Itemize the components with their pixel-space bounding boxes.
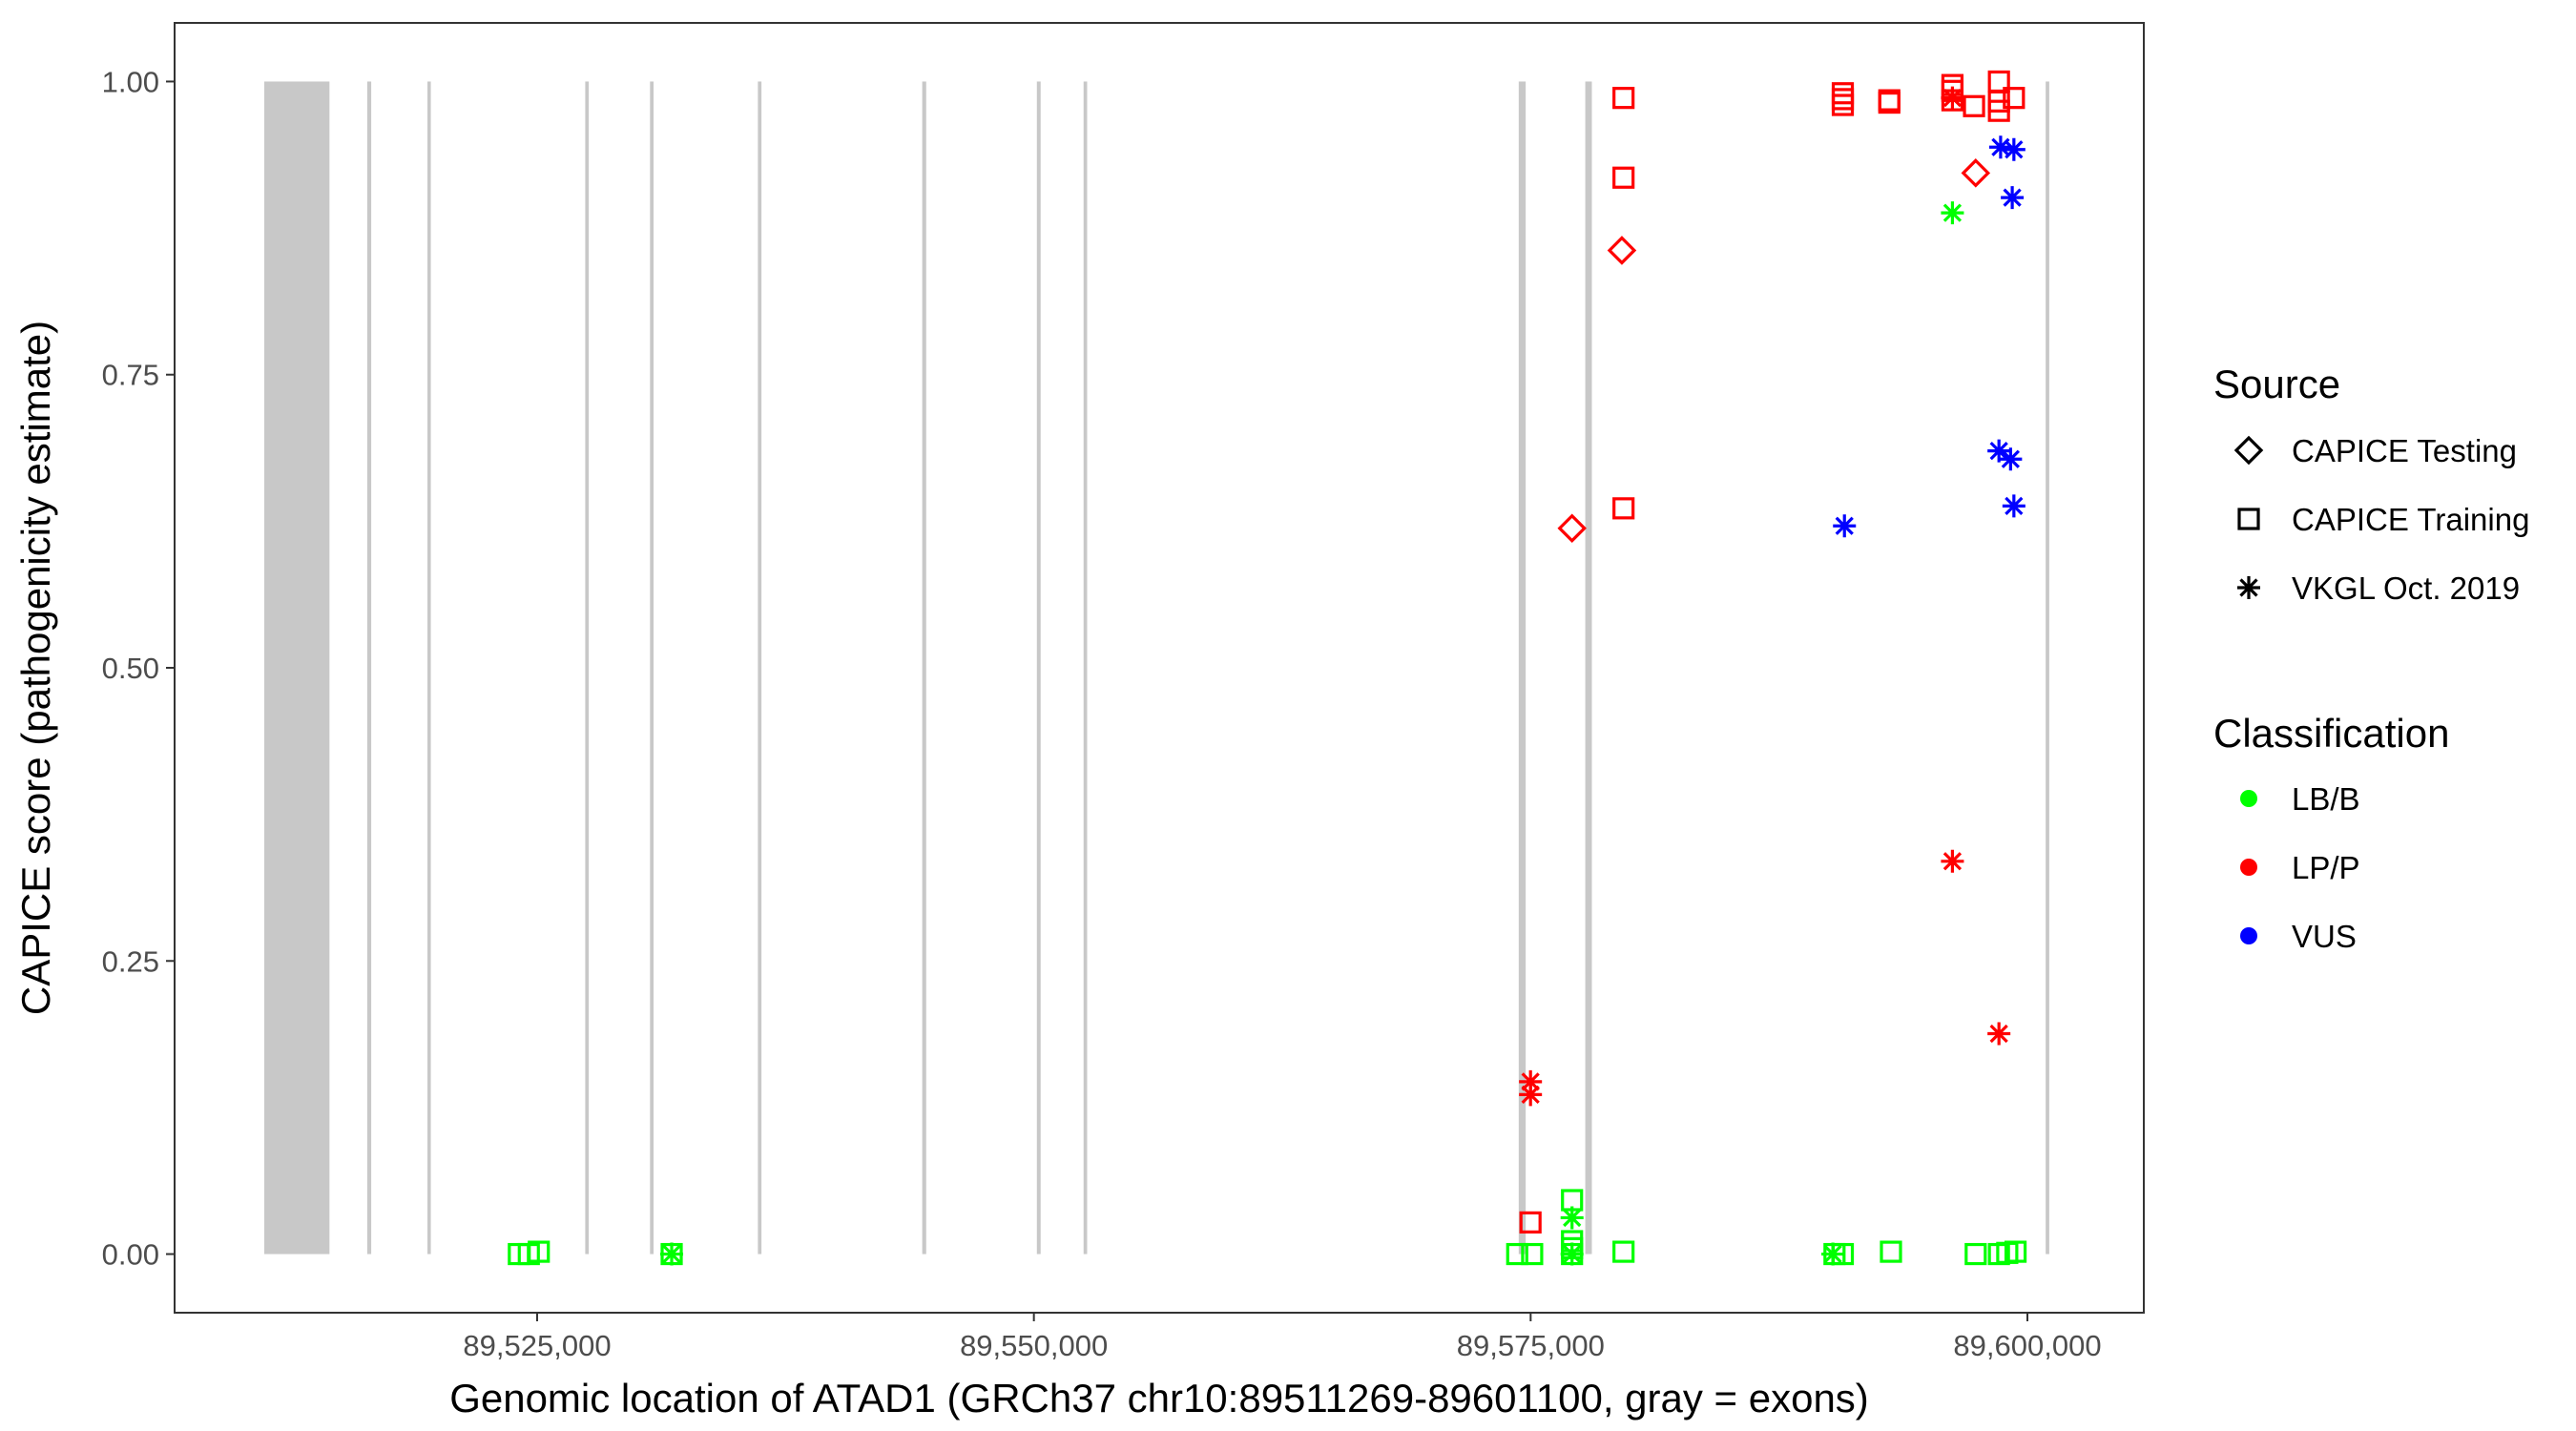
legend-class-label: LP/P [2292, 850, 2360, 885]
exon-band [1518, 81, 1527, 1255]
data-point-square [2004, 1240, 2027, 1263]
y-tick-label: 0.25 [102, 944, 159, 978]
exon-bands [264, 81, 2049, 1255]
exon-band [366, 81, 372, 1255]
data-point-asterisk [1941, 849, 1964, 873]
data-point-square [1831, 93, 1855, 116]
legend-dot-icon [2240, 790, 2257, 807]
y-tick-label: 0.75 [102, 359, 159, 392]
x-axis-title: Genomic location of ATAD1 (GRCh37 chr10:… [449, 1376, 1869, 1421]
y-tick-label: 1.00 [102, 65, 159, 98]
data-point-square [528, 1240, 551, 1263]
data-point-asterisk [1560, 1242, 1584, 1266]
data-point-square [1612, 87, 1635, 110]
x-tick-label: 89,575,000 [1457, 1329, 1605, 1362]
data-point-square [1612, 497, 1635, 520]
y-axis-title: CAPICE score (pathogenicity estimate) [13, 321, 58, 1015]
data-point-diamond [1607, 236, 1637, 265]
data-point-asterisk [1988, 135, 2012, 159]
data-point-asterisk [2002, 137, 2025, 161]
exon-band [922, 81, 926, 1255]
legend: Source Classification CAPICE Testing CAPI… [2213, 362, 2529, 954]
data-point-asterisk [2002, 494, 2025, 518]
y-tick-label: 0.50 [102, 652, 159, 685]
data-point-asterisk [1941, 201, 1964, 225]
exon-band [585, 81, 590, 1255]
data-point-square [1612, 1240, 1635, 1263]
x-tick-label: 89,525,000 [463, 1329, 611, 1362]
data-point-asterisk [1987, 439, 2011, 463]
exon-band [2046, 81, 2049, 1255]
data-point-diamond [1961, 158, 1991, 188]
data-points [508, 70, 2027, 1266]
x-axis: 89,525,000 89,550,000 89,575,000 89,600,000 [463, 1313, 2102, 1362]
legend-dot-icon [2240, 927, 2257, 944]
exon-band [650, 81, 654, 1255]
data-point-asterisk [1821, 1242, 1845, 1266]
data-point-square [1880, 1240, 1902, 1263]
exon-band [427, 81, 431, 1255]
legend-dot-icon [2240, 859, 2257, 876]
exon-band [1036, 81, 1041, 1255]
x-tick-label: 89,600,000 [1953, 1329, 2101, 1362]
data-point-asterisk [1987, 1022, 2011, 1046]
legend-class-label: VUS [2292, 919, 2357, 954]
data-point-square [1521, 1242, 1544, 1266]
y-tick-label: 0.00 [102, 1238, 159, 1272]
legend-classification-title: Classification [2213, 711, 2449, 756]
data-point-square [2003, 87, 2025, 110]
data-point-square [1963, 94, 1985, 117]
legend-source-title: Source [2213, 362, 2340, 406]
data-point-asterisk [1519, 1069, 1543, 1093]
exon-band [758, 81, 762, 1255]
data-point-square [1987, 99, 2010, 122]
data-point-asterisk [2001, 186, 2025, 210]
exon-band [264, 81, 330, 1255]
legend-source-label: CAPICE Training [2292, 502, 2529, 537]
legend-asterisk-icon [2237, 576, 2260, 599]
data-point-asterisk [1999, 447, 2023, 471]
data-point-square [1506, 1242, 1528, 1266]
data-point-square [1964, 1242, 1987, 1266]
y-axis: 0.00 0.25 0.50 0.75 1.00 [102, 65, 175, 1272]
exon-band [1083, 81, 1088, 1255]
legend-class-label: LB/B [2292, 781, 2360, 817]
data-point-square [1878, 91, 1901, 114]
data-point-square [1612, 166, 1635, 189]
data-point-asterisk [1519, 1083, 1543, 1107]
legend-square-icon [2237, 508, 2260, 530]
data-point-asterisk [1833, 514, 1857, 538]
x-tick-label: 89,550,000 [960, 1329, 1108, 1362]
data-point-diamond [1557, 513, 1587, 544]
data-point-square [1519, 1211, 1542, 1234]
data-point-asterisk [660, 1242, 684, 1266]
legend-source-label: VKGL Oct. 2019 [2292, 570, 2520, 606]
exon-band [1585, 81, 1592, 1255]
data-point-asterisk [1941, 86, 1964, 110]
legend-diamond-icon [2233, 435, 2264, 466]
legend-source-label: CAPICE Testing [2292, 433, 2517, 468]
data-point-asterisk [1560, 1206, 1584, 1230]
